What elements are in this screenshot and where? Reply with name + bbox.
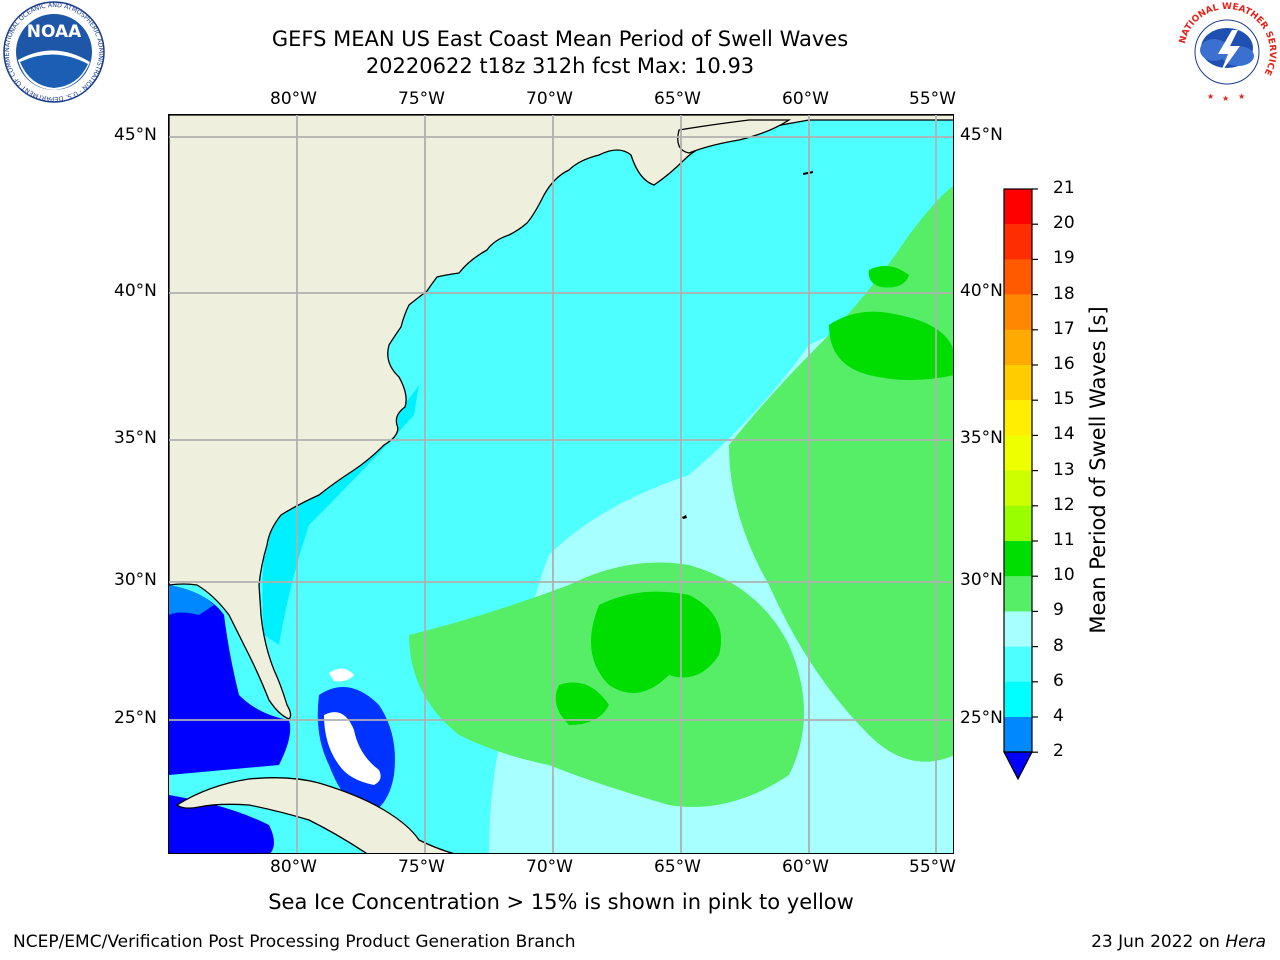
producer-credit: NCEP/EMC/Verification Post Processing Pr… [13,932,576,952]
colorbar-band [1004,646,1032,682]
sea-ice-footnote: Sea Ice Concentration > 15% is shown in … [268,890,854,914]
right-lat-label: 35°N [960,428,1003,448]
colorbar-tick-label: 15 [1053,389,1075,410]
right-lat-label: 45°N [960,125,1003,145]
colorbar-tick-label: 9 [1053,600,1064,621]
colorbar-tick-label: 17 [1053,318,1075,339]
colorbar-band [1004,681,1032,718]
top-lon-label: 70°W [526,89,573,109]
field-10-11s-south [591,591,721,693]
left-lat-label: 30°N [114,570,157,590]
land-north-america [169,115,953,720]
colorbar-band [1004,259,1032,295]
map-title: GEFS MEAN US East Coast Mean Period of S… [271,27,849,51]
bottom-lon-label: 65°W [654,857,701,877]
left-lat-label: 35°N [114,428,157,448]
colorbar-band [1004,224,1032,260]
bottom-lon-label: 75°W [398,857,445,877]
colorbar-tick-label: 19 [1053,248,1075,269]
colorbar-band [1004,435,1032,471]
colorbar-tick-label: 4 [1053,706,1064,726]
colorbar-tick-label: 14 [1053,424,1075,445]
bottom-lon-label: 80°W [270,857,317,877]
field-4-gulf-edge [169,585,214,615]
noaa-logo: NATIONAL OCEANIC AND ATMOSPHERIC ADMINIS… [0,0,106,104]
bottom-lon-label: 70°W [526,857,573,877]
colorbar-tick-label: 16 [1053,354,1075,374]
top-lon-label: 80°W [270,89,317,109]
land-cuba [175,777,455,853]
island-bermuda [682,515,687,519]
field-4-6s-coastal [262,385,419,645]
colorbar-tick-label: 20 [1053,213,1075,234]
field-2-4s-caribbean [169,795,274,853]
bottom-lon-label: 55°W [909,857,956,877]
no-data-bahamas [324,712,381,785]
colorbar [1003,188,1038,781]
colorbar-band [1004,329,1032,366]
colorbar-band [1004,611,1032,647]
colorbar-tick-label: 10 [1053,565,1075,586]
right-lat-label: 40°N [960,281,1003,301]
svg-text:★: ★ [1207,92,1214,101]
svg-text:NOAA: NOAA [27,22,82,42]
map-subtitle: 20220622 t18z 312h fcst Max: 10.93 [365,54,755,78]
map-panel [168,114,954,854]
left-lat-label: 40°N [114,281,157,301]
field-10-11s-south2 [555,682,609,725]
colorbar-tick-label: 11 [1053,530,1075,550]
colorbar-label: Mean Period of Swell Waves [s] [1086,306,1110,634]
nws-logo: NATIONAL WEATHER SERVICE ★ ★ ★ [1176,1,1278,103]
colorbar-band [1004,400,1032,436]
field-10-11s-east [829,311,953,380]
left-lat-label: 25°N [114,708,157,728]
svg-text:★: ★ [1222,94,1229,103]
colorbar-band [1004,470,1032,506]
top-lon-label: 60°W [782,89,829,109]
colorbar-tick-label: 12 [1053,494,1075,515]
right-lat-label: 25°N [960,708,1003,728]
colorbar-tick-label: 18 [1053,283,1075,304]
left-lat-label: 45°N [114,125,157,145]
colorbar-tick-label: 21 [1053,178,1075,198]
top-lon-label: 55°W [909,89,956,109]
host-name: Hera [1225,932,1266,952]
field-2-4s-gulf [169,585,291,775]
right-lat-label: 30°N [960,570,1003,590]
field-10-11s-ne [868,266,909,288]
colorbar-band [1004,541,1032,577]
colorbar-band [1004,365,1032,401]
colorbar-band [1004,294,1032,330]
map-gridlines [169,115,953,853]
colorbar-tick-label: 13 [1053,459,1075,480]
top-lon-label: 75°W [398,89,445,109]
run-date-text: 23 Jun 2022 on [1091,932,1226,952]
no-data-bahamas-north [329,668,354,682]
colorbar-tick-label: 8 [1053,635,1064,656]
svg-text:★: ★ [1238,92,1245,101]
top-lon-label: 65°W [654,89,701,109]
colorbar-extend-triangle [1003,751,1033,781]
colorbar-band [1004,189,1032,225]
island-sable [803,171,813,175]
colorbar-band [1004,505,1032,542]
bottom-lon-label: 60°W [782,857,829,877]
colorbar-tick-label: 2 [1053,741,1064,762]
colorbar-band [1004,576,1032,612]
run-date: 23 Jun 2022 on Hera [1091,932,1266,952]
colorbar-band [1004,717,1032,753]
swell-period-map [169,115,953,853]
colorbar-tick-label: 6 [1053,670,1064,691]
